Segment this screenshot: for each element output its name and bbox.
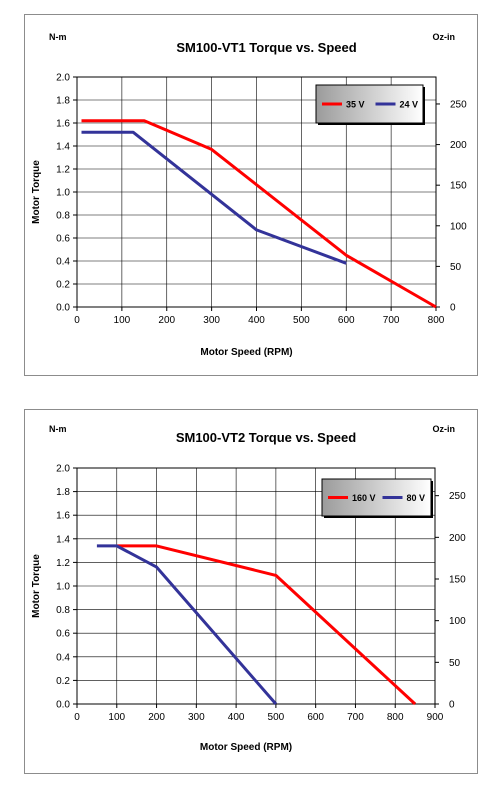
x-tick-label: 100 [108,712,125,723]
y-axis-label: Motor Torque [31,160,42,224]
x-tick-label: 600 [307,712,324,723]
chart-vt1: SM100-VT1 Torque vs. Speed N-m Oz-in 0 100 20… [31,32,467,358]
x-tick-label: 900 [427,712,444,723]
y-tick-label: 1.6 [56,511,70,522]
y-tick-label: 0.8 [56,211,70,222]
y2-tick-label: 100 [449,616,466,627]
y2-tick-label: 0 [450,303,456,314]
x-tick-label: 400 [248,315,265,326]
series-line-0 [116,544,417,706]
y-tick-label: 0.0 [56,303,70,314]
y2-tick-label: 200 [449,533,466,544]
chart-title: SM100-VT2 Torque vs. Speed [176,430,356,445]
y-tick-label: 1.8 [56,96,70,107]
chart-panel-vt1: SM100-VT1 Torque vs. Speed N-m Oz-in 0 100 20… [24,14,478,376]
legend-label-0: 160 V [352,493,376,503]
y2-tick-label: 0 [449,700,455,711]
x-tick-label: 100 [114,315,131,326]
y-unit-right: Oz-in [433,424,456,434]
y-tick-label: 0.0 [56,700,70,711]
y-tick-label: 1.0 [56,188,70,199]
x-tick-label: 300 [203,315,220,326]
y2-tick-label: 100 [450,221,467,232]
x-tick-label: 800 [428,315,445,326]
x-tick-label: 700 [347,712,364,723]
x-axis-label: Motor Speed (RPM) [200,742,292,753]
y-tick-label: 0.8 [56,605,70,616]
y2-tick-label: 150 [450,181,467,192]
y-tick-label: 1.0 [56,582,70,593]
y-unit-right: Oz-in [433,32,456,42]
y-axis-label: Motor Torque [31,554,42,618]
y-tick-label: 1.8 [56,487,70,498]
y2-tick-label: 50 [449,658,461,669]
y-tick-label: 1.2 [56,558,70,569]
y-tick-label: 0.2 [56,676,70,687]
legend-label-1: 24 V [400,100,419,110]
x-tick-label: 800 [387,712,404,723]
y-unit-left: N-m [49,32,67,42]
legend-label-1: 80 V [407,493,426,503]
series-line-1 [81,130,347,265]
y-tick-label: 1.2 [56,165,70,176]
legend: 160 V 80 V [321,478,433,518]
y2-tick-label: 200 [450,140,467,151]
y2-tick-label: 250 [449,491,466,502]
x-tick-label: 700 [383,315,400,326]
x-tick-label: 0 [74,712,80,723]
x-tick-label: 600 [338,315,355,326]
x-tick-label: 300 [188,712,205,723]
y-tick-label: 0.6 [56,629,70,640]
chart-vt2: SM100-VT2 Torque vs. Speed N-m Oz-in 0 100 20… [31,424,466,753]
y2-tick-label: 250 [450,99,467,110]
y2-tick-label: 150 [449,575,466,586]
x-tick-label: 200 [148,712,165,723]
y-tick-label: 0.4 [56,257,70,268]
y-unit-left: N-m [49,424,67,434]
y-tick-label: 1.4 [56,534,70,545]
chart-panel-vt2: SM100-VT2 Torque vs. Speed N-m Oz-in 0 100 20… [24,409,478,774]
legend: 35 V 24 V [315,84,425,125]
chart-title: SM100-VT1 Torque vs. Speed [176,40,356,55]
y-tick-label: 1.6 [56,119,70,130]
legend-label-0: 35 V [346,100,365,110]
y-tick-label: 2.0 [56,464,70,475]
x-tick-label: 400 [228,712,245,723]
y-tick-label: 0.4 [56,652,70,663]
y2-tick-label: 50 [450,262,462,273]
series-line-1 [96,544,278,705]
y-tick-label: 2.0 [56,73,70,84]
x-tick-label: 500 [268,712,285,723]
y-tick-label: 1.4 [56,142,70,153]
x-axis-label: Motor Speed (RPM) [200,347,292,358]
series-line-0 [81,119,437,309]
x-tick-label: 200 [158,315,175,326]
y-tick-label: 0.6 [56,234,70,245]
y-tick-label: 0.2 [56,280,70,291]
x-tick-label: 500 [293,315,310,326]
x-tick-label: 0 [74,315,80,326]
